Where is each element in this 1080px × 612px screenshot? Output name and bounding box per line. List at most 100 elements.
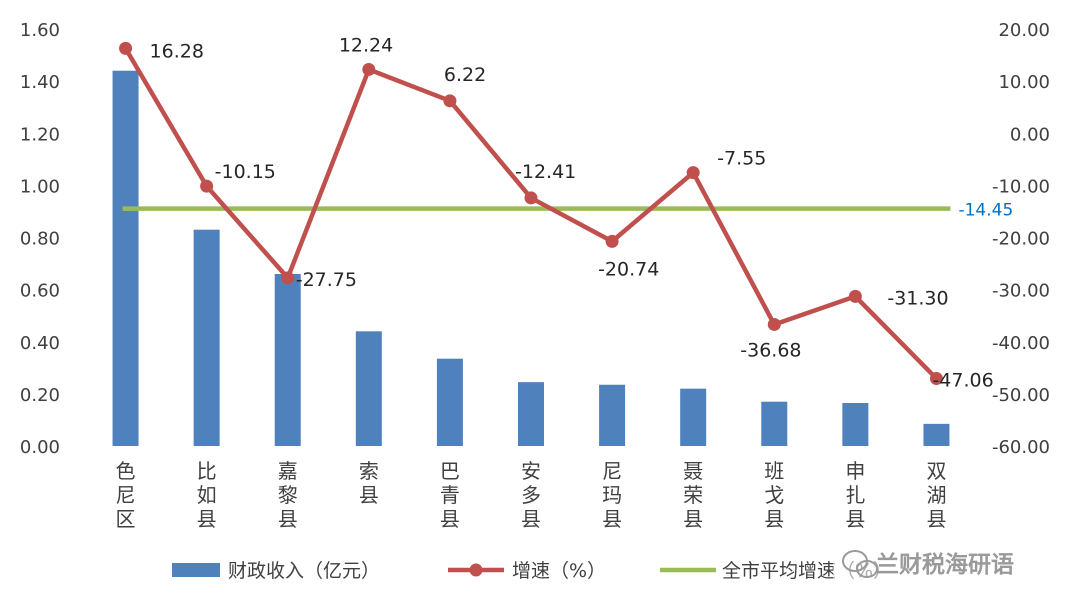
growth-data-label: -7.55 — [717, 148, 766, 170]
growth-point — [362, 62, 376, 76]
category-char: 索 — [359, 459, 379, 483]
category-char: 黎 — [278, 483, 298, 507]
left-tick-label: 0.20 — [20, 385, 60, 406]
growth-point — [200, 179, 214, 193]
category-char: 县 — [278, 507, 298, 531]
growth-point — [686, 166, 700, 180]
right-tick-label: -60.00 — [992, 437, 1050, 458]
bar-series — [112, 70, 950, 446]
category-char: 如 — [197, 483, 217, 507]
wechat-bubble-small — [856, 560, 878, 578]
category-label: 色尼区 — [116, 459, 136, 531]
category-char: 县 — [926, 507, 946, 531]
growth-point — [605, 234, 619, 248]
category-char: 县 — [683, 507, 703, 531]
category-label: 班戈县 — [764, 459, 784, 531]
growth-point — [929, 372, 943, 386]
legend-growth-marker — [469, 563, 483, 577]
bar — [518, 382, 544, 446]
category-label: 申扎县 — [845, 459, 865, 531]
category-char: 县 — [197, 507, 217, 531]
right-tick-label: -10.00 — [992, 176, 1050, 197]
category-char: 区 — [116, 507, 136, 531]
category-label: 巴青县 — [440, 459, 460, 531]
growth-point — [524, 191, 538, 205]
right-tick-label: 10.00 — [998, 72, 1050, 93]
category-char: 安 — [521, 459, 541, 483]
left-tick-label: 1.20 — [20, 124, 60, 145]
growth-data-label: -12.41 — [515, 161, 576, 183]
growth-point — [443, 94, 457, 108]
growth-data-label: -27.75 — [296, 269, 357, 291]
category-char: 县 — [359, 483, 379, 507]
category-char: 扎 — [845, 483, 865, 507]
right-tick-label: 0.00 — [1010, 124, 1050, 145]
category-char: 班 — [764, 459, 784, 483]
right-tick-label: -40.00 — [992, 333, 1050, 354]
category-char: 嘉 — [278, 459, 298, 483]
growth-point — [281, 271, 295, 285]
left-tick-label: 0.60 — [20, 281, 60, 302]
wechat-icon — [842, 550, 878, 578]
category-char: 县 — [521, 507, 541, 531]
category-char: 比 — [197, 459, 217, 483]
left-tick-label: 1.60 — [20, 20, 60, 41]
category-label: 尼玛县 — [602, 459, 622, 531]
category-char: 县 — [602, 507, 622, 531]
bar — [761, 401, 788, 446]
growth-data-label: -47.06 — [932, 370, 993, 392]
bar — [680, 388, 707, 446]
left-tick-label: 1.00 — [20, 176, 60, 197]
legend-bar-label: 财政收入（亿元） — [228, 560, 380, 582]
growth-data-label: -36.68 — [740, 339, 801, 361]
bar — [274, 273, 301, 446]
watermark-text: 兰财税海研语 — [876, 551, 1014, 578]
right-tick-label: -20.00 — [992, 229, 1050, 250]
legend: 财政收入（亿元） 增速（%） 全市平均增速（%） — [172, 560, 892, 582]
bar — [355, 331, 382, 446]
growth-point — [767, 317, 781, 331]
left-tick-label: 0.00 — [20, 437, 60, 458]
bar — [436, 358, 463, 446]
category-char: 戈 — [764, 483, 784, 507]
category-char: 县 — [764, 507, 784, 531]
growth-data-label: 12.24 — [339, 34, 393, 56]
category-char: 尼 — [602, 459, 622, 483]
legend-bar-swatch — [172, 563, 220, 577]
bar — [923, 423, 950, 446]
growth-line-series: 16.28 -10.15 -27.75 12.24 6.22 -12.41 -20.74 -7… — [119, 34, 994, 392]
growth-data-label: -20.74 — [598, 258, 659, 280]
category-label: 双湖县 — [926, 459, 946, 531]
watermark: 兰财税海研语 — [833, 543, 1051, 583]
growth-data-label: 6.22 — [444, 64, 486, 86]
left-axis: 0.00 0.20 0.40 0.60 0.80 1.00 1.20 1.40 1.60 — [20, 20, 60, 458]
category-char: 申 — [845, 459, 865, 483]
growth-point — [119, 41, 133, 55]
growth-line — [123, 47, 939, 381]
category-char: 县 — [845, 507, 865, 531]
category-char: 色 — [116, 459, 136, 483]
right-tick-label: -30.00 — [992, 281, 1050, 302]
average-line-series: -14.45 — [122, 201, 1013, 221]
legend-growth-label: 增速（%） — [512, 560, 606, 582]
growth-point — [848, 289, 862, 303]
right-axis: -60.00 -50.00 -40.00 -30.00 -20.00 -10.00 0.00… — [992, 20, 1050, 458]
growth-data-label: -31.30 — [887, 287, 948, 309]
category-label: 安多县 — [521, 459, 541, 531]
bar — [842, 402, 869, 446]
right-tick-label: -50.00 — [992, 385, 1050, 406]
bar — [112, 70, 139, 446]
category-char: 玛 — [602, 483, 622, 507]
category-char: 尼 — [116, 483, 136, 507]
left-tick-label: 0.40 — [20, 333, 60, 354]
bar — [193, 229, 220, 446]
category-label: 索县 — [359, 459, 379, 507]
category-label: 嘉黎县 — [278, 459, 298, 531]
left-tick-label: 1.40 — [20, 72, 60, 93]
right-tick-label: 20.00 — [998, 20, 1050, 41]
left-tick-label: 0.80 — [20, 229, 60, 250]
growth-data-label: -10.15 — [215, 161, 276, 183]
